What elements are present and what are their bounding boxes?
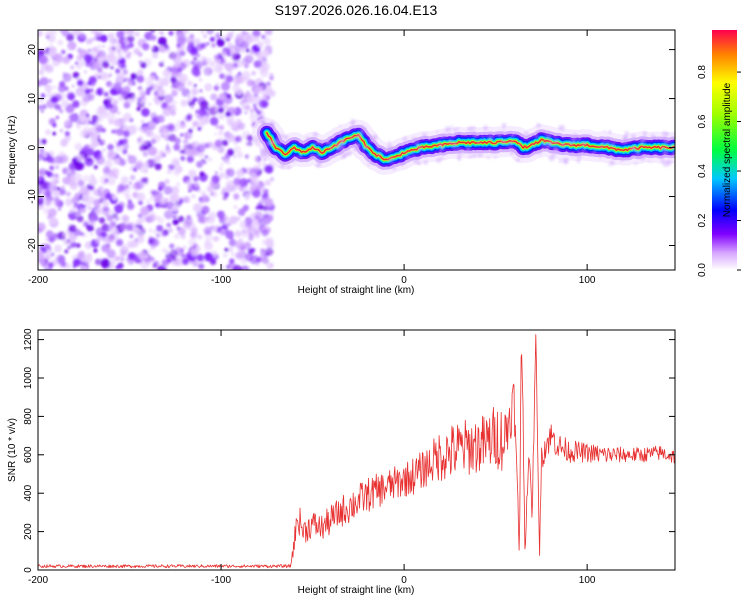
- colorbar-tick-label: 0.0: [697, 263, 708, 277]
- snr-content: [38, 334, 675, 569]
- snr-x-tick-label: 100: [579, 575, 596, 586]
- snr-x-ticks: -200 -100 0 100: [28, 330, 596, 586]
- spectrogram-frame: [37, 29, 676, 271]
- spectrogram-x-tick-label: -100: [211, 275, 231, 286]
- snr-panel: -200 -100 0 100 0 200 400 600 800 1000 1200 Heigh…: [7, 328, 676, 596]
- snr-y-ticks: 0 200 400 600 800 1000 1200: [23, 328, 675, 573]
- snr-x-tick-label: -100: [211, 575, 231, 586]
- spectrogram-y-tick-label: -10: [27, 189, 38, 204]
- snr-x-tick-label: 0: [401, 575, 407, 586]
- spectrogram-y-tick-label: 10: [27, 93, 38, 105]
- snr-y-tick-label: 0: [23, 567, 34, 573]
- spectrogram-x-ticks: -200 -100 0 100: [28, 30, 596, 286]
- snr-y-tick-label: 1000: [23, 366, 34, 389]
- colorbar-tick-label: 0.2: [697, 213, 708, 227]
- colorbar-ticks: 0.0 0.2 0.4 0.6 0.8: [697, 65, 741, 277]
- colorbar-tick-label: 0.6: [697, 114, 708, 128]
- spectrogram-x-tick-label: -200: [28, 275, 48, 286]
- snr-y-tick-label: 1200: [23, 328, 34, 351]
- spectrogram-x-label: Height of straight line (km): [298, 285, 415, 296]
- spectrogram-y-ticks: -20 -10 0 10 20: [27, 44, 675, 253]
- spectrogram-x-tick-label: 0: [401, 275, 407, 286]
- ridge-flecks: [266, 118, 675, 171]
- snr-y-tick-label: 800: [23, 408, 34, 425]
- snr-frame: [37, 329, 676, 571]
- spectrogram-y-tick-label: 20: [27, 44, 38, 56]
- snr-x-label: Height of straight line (km): [298, 585, 415, 596]
- figure-title: S197.2026.026.16.04.E13: [275, 2, 438, 18]
- snr-x-tick-label: -200: [28, 575, 48, 586]
- colorbar-label: Normalized spectral amplitude: [722, 82, 733, 217]
- colorbar-tick-label: 0.4: [697, 164, 708, 178]
- snr-y-label: SNR (10 * v/v): [7, 418, 18, 482]
- spectrogram-x-tick-label: 100: [579, 275, 596, 286]
- snr-y-tick-label: 400: [23, 484, 34, 501]
- colorbar: 0.0 0.2 0.4 0.6 0.8 Normalized spectral ampl…: [697, 30, 741, 277]
- spectrogram-content: [38, 30, 675, 270]
- spectrogram-y-tick-label: -20: [27, 238, 38, 253]
- colorbar-tick-label: 0.8: [697, 65, 708, 79]
- snr-y-tick-label: 600: [23, 446, 34, 463]
- snr-y-tick-label: 200: [23, 523, 34, 540]
- snr-series-line: [38, 334, 675, 569]
- noise-speckle: [38, 30, 276, 270]
- colorbar-gradient: [712, 30, 737, 270]
- spectrogram-y-tick-label: 0: [27, 144, 38, 150]
- spectrogram-y-label: Frequency (Hz): [7, 116, 18, 185]
